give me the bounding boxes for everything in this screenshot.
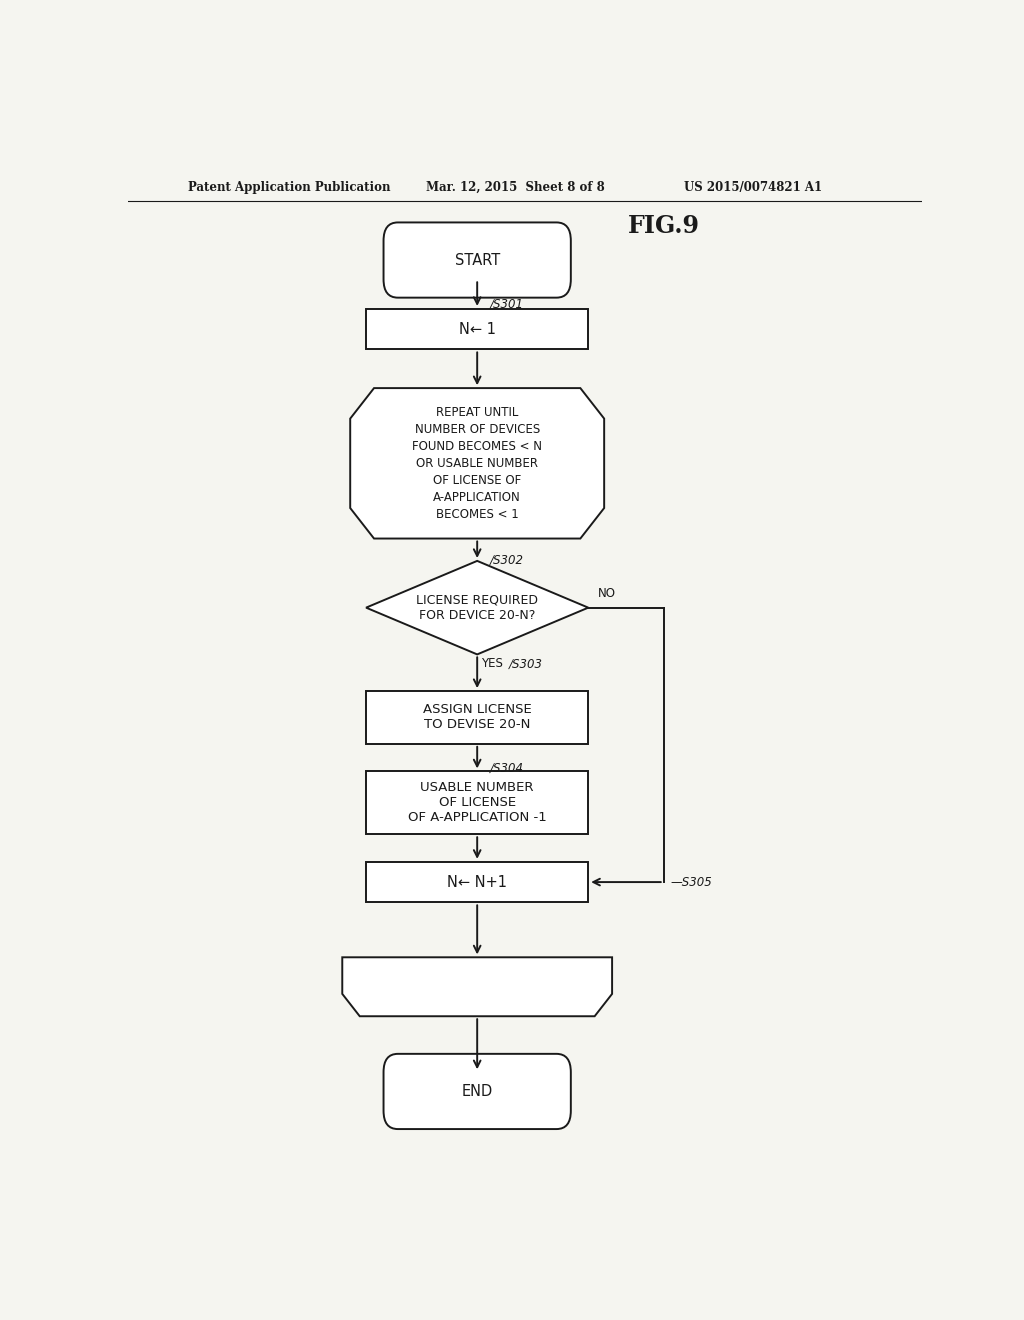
Bar [367,771,588,834]
Text: LICENSE REQUIRED
FOR DEVICE 20-N?: LICENSE REQUIRED FOR DEVICE 20-N? [416,594,539,622]
Text: FIG.9: FIG.9 [628,214,700,239]
Bar [367,862,588,903]
Text: N← N+1: N← N+1 [447,875,507,890]
Bar [367,690,588,744]
Text: Patent Application Publication: Patent Application Publication [187,181,390,194]
Text: REPEAT UNTIL
NUMBER OF DEVICES
FOUND BECOMES < N
OR USABLE NUMBER
OF LICENSE OF
: REPEAT UNTIL NUMBER OF DEVICES FOUND BEC… [413,405,542,521]
Text: ∕S302: ∕S302 [489,554,524,566]
Text: ∕S301: ∕S301 [489,298,524,312]
Polygon shape [367,561,588,655]
Text: N← 1: N← 1 [459,322,496,337]
Text: US 2015/0074821 A1: US 2015/0074821 A1 [684,181,821,194]
Text: YES: YES [481,657,503,671]
Bar [367,309,588,350]
Polygon shape [350,388,604,539]
FancyBboxPatch shape [384,1053,570,1129]
Text: ∕S304: ∕S304 [489,762,524,775]
FancyBboxPatch shape [384,223,570,297]
Text: Mar. 12, 2015  Sheet 8 of 8: Mar. 12, 2015 Sheet 8 of 8 [426,181,604,194]
Text: END: END [462,1084,493,1100]
Text: START: START [455,252,500,268]
Text: ASSIGN LICENSE
TO DEVISE 20-N: ASSIGN LICENSE TO DEVISE 20-N [423,704,531,731]
Text: —S305: —S305 [670,875,712,888]
Polygon shape [342,957,612,1016]
Text: ∕S303: ∕S303 [509,657,543,671]
Text: NO: NO [598,586,615,599]
Text: USABLE NUMBER
OF LICENSE
OF A-APPLICATION -1: USABLE NUMBER OF LICENSE OF A-APPLICATIO… [408,781,547,824]
